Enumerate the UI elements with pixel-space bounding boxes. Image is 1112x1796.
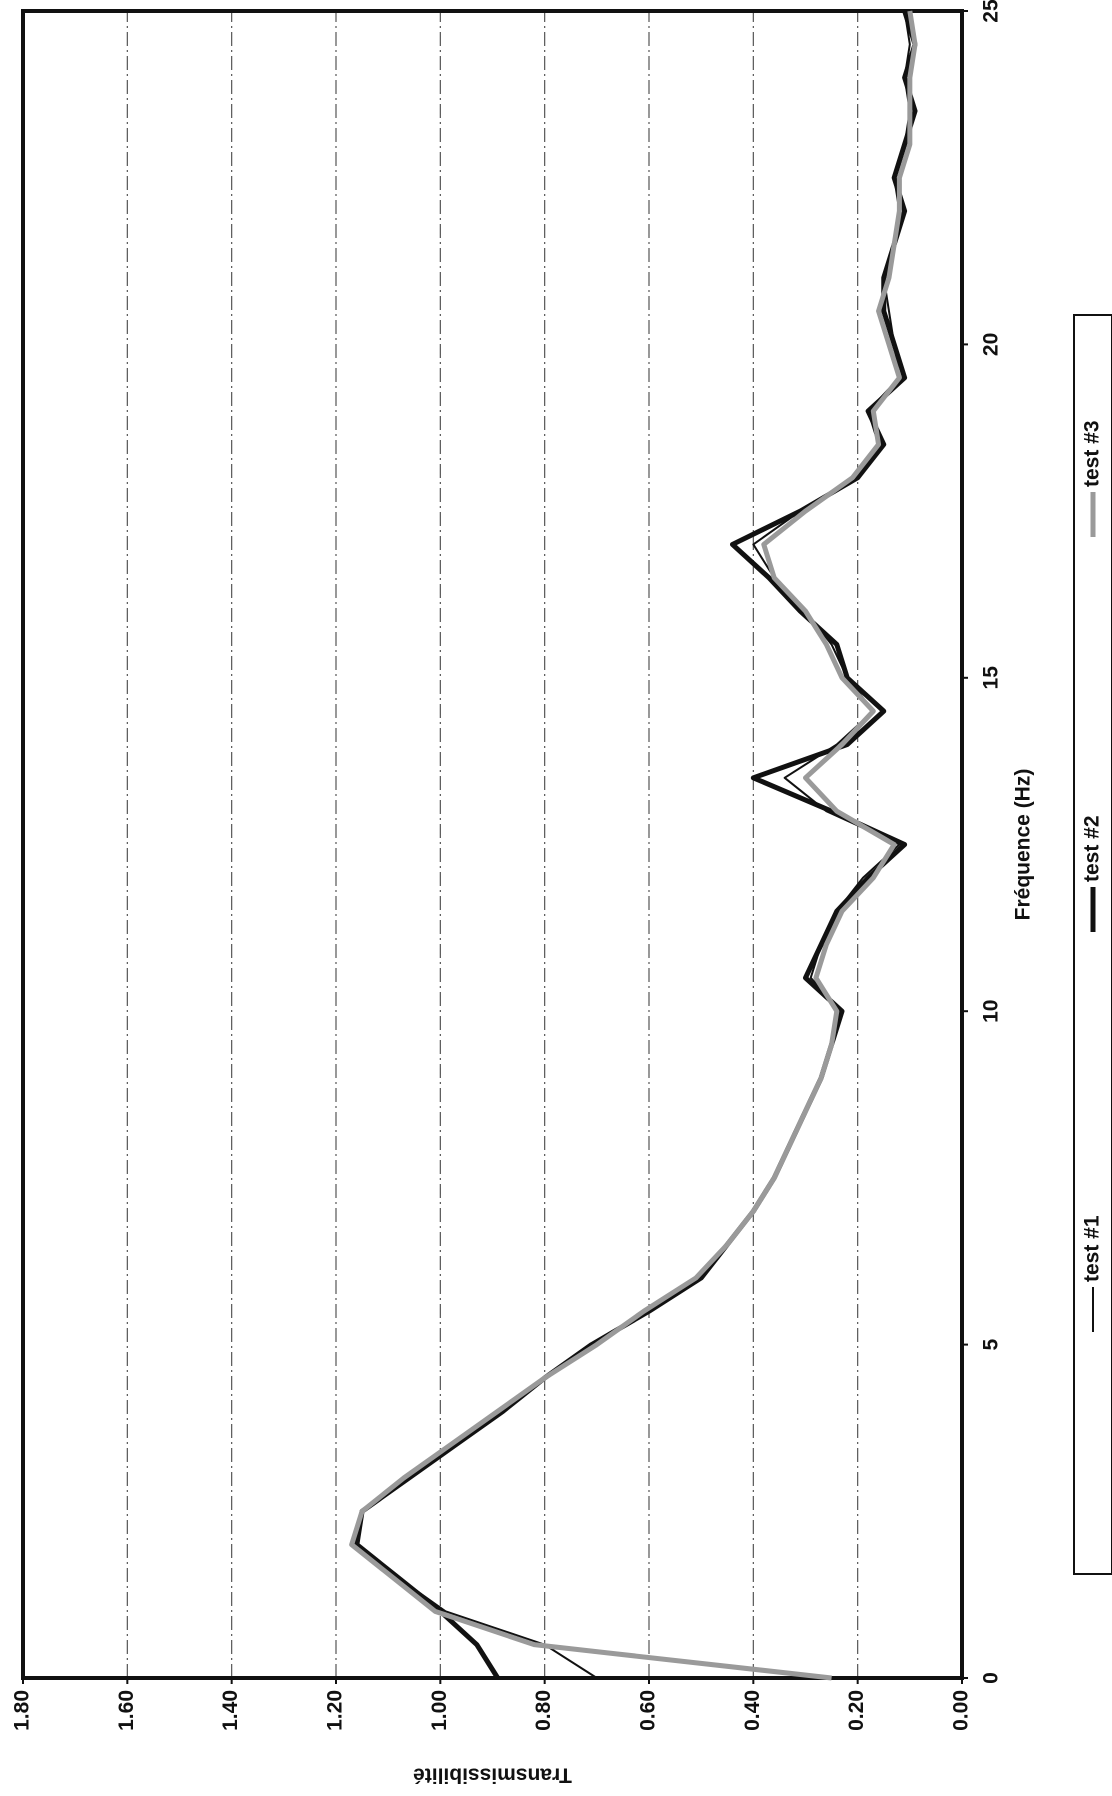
x-tick-label: 5	[980, 1338, 1003, 1350]
x-tick-label: 20	[980, 333, 1003, 356]
plot-frame	[21, 9, 964, 1680]
y-tick-label: 0.60	[637, 1690, 660, 1731]
y-tick-label: 0.80	[532, 1690, 555, 1731]
y-axis-title: Transmissibilité	[413, 1763, 572, 1786]
x-tick-label: 10	[980, 1000, 1003, 1023]
x-axis-title: Fréquence (Hz)	[1012, 769, 1035, 921]
legend-label: test #1	[1081, 1215, 1104, 1282]
x-tick-label: 0	[980, 1672, 1003, 1684]
legend-label: test #3	[1081, 420, 1104, 487]
x-tick-label: 15	[980, 666, 1003, 690]
y-tick-label: 0.00	[950, 1690, 973, 1731]
y-tick-label: 1.00	[428, 1690, 451, 1731]
x-tick-label: 25	[980, 0, 1003, 23]
rotated-chart: 0.00 0.20 0.40 0.60 0.80 1.00 1.20 1.40 1.60 1.80…	[11, 0, 1112, 1786]
y-tick-label: 1.80	[11, 1690, 34, 1731]
y-tick-label: 0.20	[845, 1690, 868, 1731]
series-line	[349, 10, 918, 1681]
y-tick-label: 1.20	[324, 1690, 347, 1731]
y-tick-label: 1.40	[219, 1690, 242, 1731]
legend-box	[1073, 314, 1112, 1575]
legend-label: test #2	[1081, 815, 1104, 882]
y-tick-label: 1.60	[115, 1690, 138, 1731]
y-tick-label: 0.40	[741, 1690, 764, 1731]
